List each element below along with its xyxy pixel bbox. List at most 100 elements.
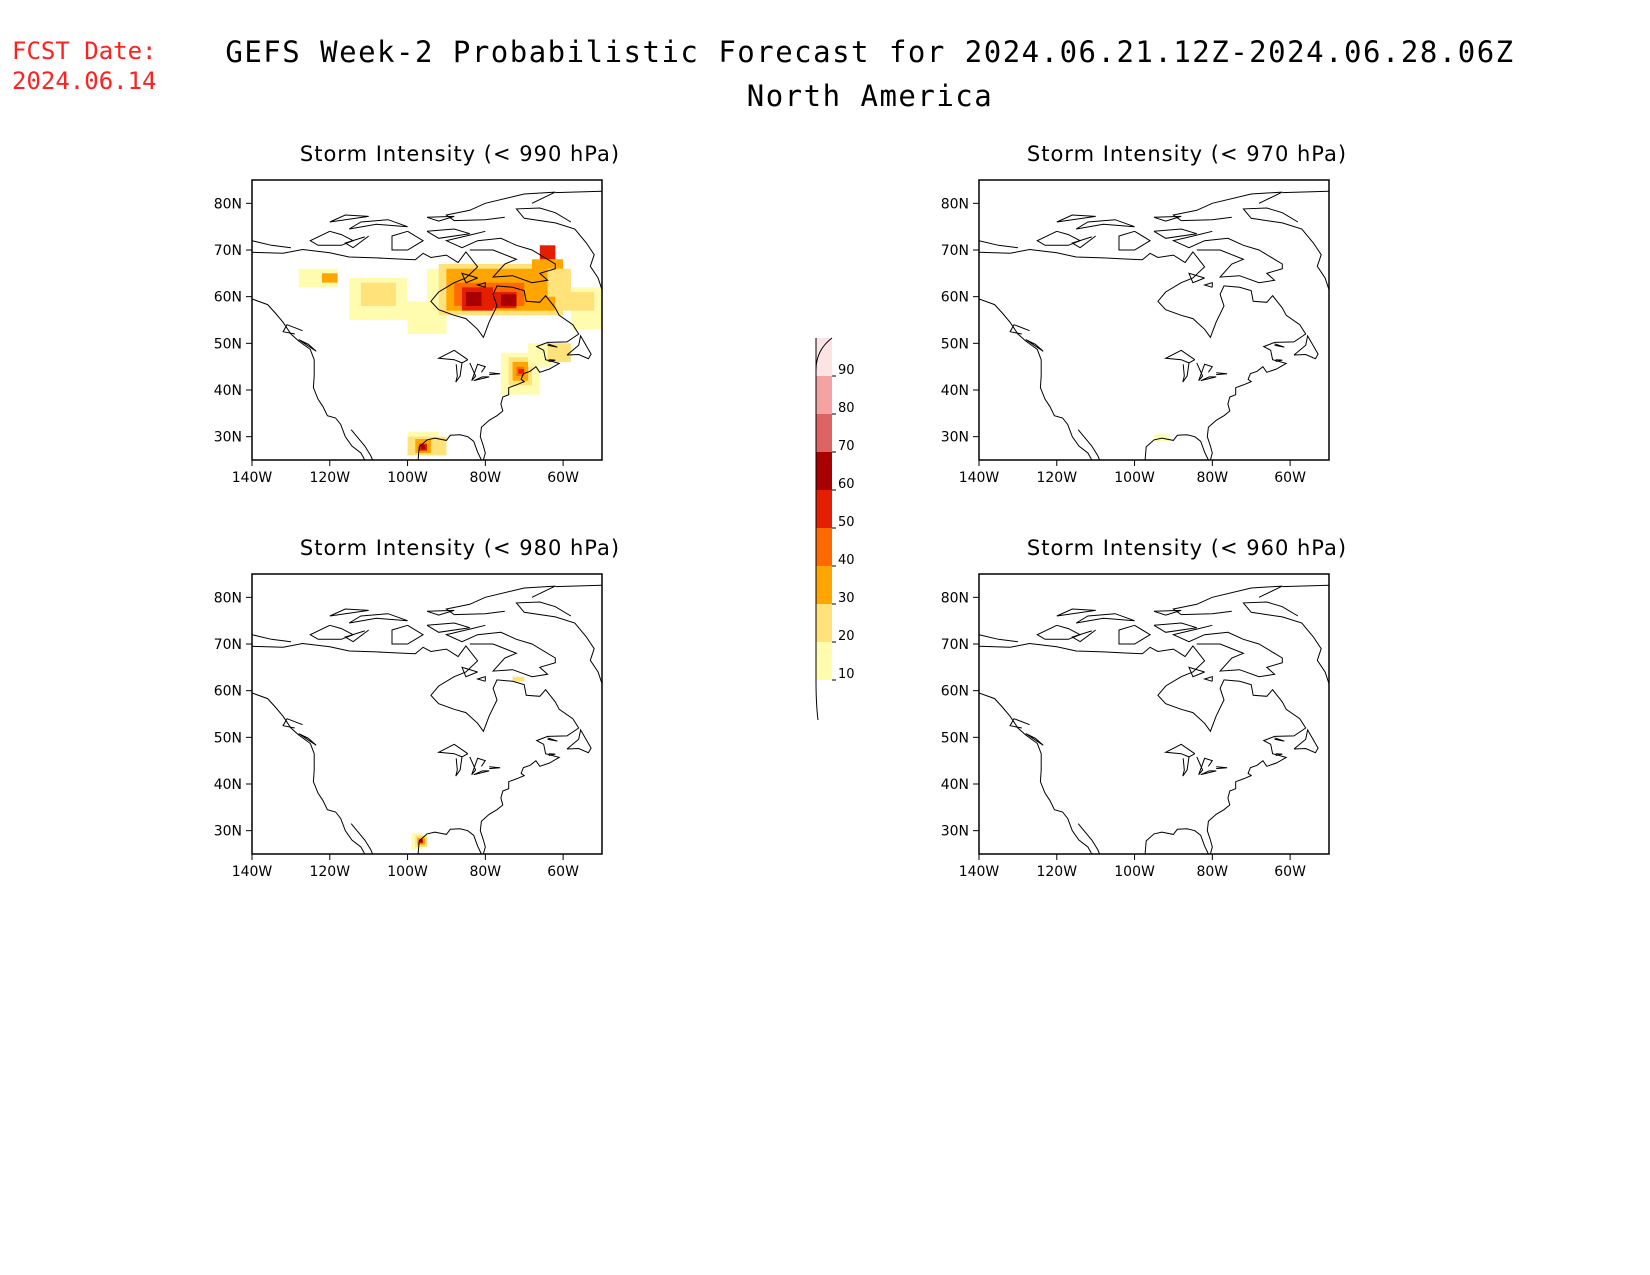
- coastline: [252, 634, 291, 643]
- coastline: [566, 334, 592, 360]
- lat-label: 50N: [214, 336, 242, 352]
- colorbar-swatch: [816, 452, 832, 490]
- coastline: [469, 756, 487, 776]
- lon-label: 140W: [232, 864, 273, 880]
- probability-cell: [420, 840, 423, 843]
- coastline: [1153, 228, 1197, 239]
- coastline: [282, 718, 303, 729]
- coastline: [1056, 214, 1096, 223]
- coastline: [1144, 434, 1209, 460]
- colorbar-bottom-arc: [815, 679, 819, 721]
- lat-label: 80N: [941, 590, 969, 606]
- lon-label: 100W: [1114, 864, 1155, 880]
- colorbar-top-arc: [815, 337, 833, 371]
- coastline: [548, 753, 556, 756]
- coastline: [1188, 272, 1205, 284]
- map-plot: 80N 70N 60N 50N 40N 30N 140W 120W 100W 80W 60W: [941, 179, 1330, 486]
- map-content: [252, 584, 602, 854]
- map-frame: [251, 179, 603, 461]
- lon-label: 100W: [387, 864, 428, 880]
- coastline: [348, 613, 408, 624]
- coastline: [515, 207, 602, 290]
- coastline: [1077, 823, 1101, 854]
- coastline: [252, 248, 580, 460]
- probability-cell: [360, 282, 396, 306]
- colorbar-swatch: [816, 414, 832, 452]
- coastline: [1182, 362, 1190, 383]
- colorbar-label: 40: [838, 553, 855, 568]
- coastline: [1171, 230, 1283, 284]
- colorbar-label: 20: [838, 629, 855, 644]
- lat-label: 40N: [941, 777, 969, 793]
- coastline: [252, 642, 580, 854]
- coastline: [1196, 756, 1214, 776]
- coastline: [1172, 585, 1283, 616]
- lon-label: 120W: [1036, 470, 1077, 486]
- coastline: [1163, 349, 1196, 364]
- map-content: [979, 190, 1329, 460]
- coastline: [1036, 624, 1082, 640]
- lon-label: 120W: [1036, 864, 1077, 880]
- lat-label: 40N: [941, 383, 969, 399]
- probability-cell: [563, 292, 595, 311]
- coastline: [979, 248, 1307, 460]
- coastline: [1077, 429, 1101, 460]
- coastline: [979, 692, 1093, 854]
- coastline: [469, 362, 487, 382]
- coastline: [426, 609, 455, 616]
- coastline: [329, 214, 369, 223]
- coastline: [1172, 191, 1283, 222]
- lat-label: 60N: [941, 684, 969, 700]
- coastline: [391, 230, 425, 251]
- coastline: [1274, 343, 1285, 348]
- coastline: [426, 228, 470, 239]
- coastline: [1293, 334, 1319, 360]
- lat-label: 30N: [941, 824, 969, 840]
- lon-label: 120W: [309, 470, 350, 486]
- coastline: [548, 359, 556, 362]
- coastline: [1196, 362, 1214, 382]
- coastline: [444, 624, 556, 678]
- panel-title: Storm Intensity (< 970 hPa): [1026, 142, 1348, 166]
- coastline: [475, 676, 486, 682]
- coastline: [1153, 609, 1182, 616]
- colorbar-label: 60: [838, 477, 855, 492]
- lat-label: 70N: [214, 637, 242, 653]
- map-plot: 80N 70N 60N 50N 40N 30N 140W 120W 100W 80W 60W: [214, 573, 603, 880]
- coastline: [350, 823, 374, 854]
- lat-label: 50N: [214, 730, 242, 746]
- coastline: [547, 343, 558, 348]
- coastline: [252, 298, 366, 460]
- colorbar-swatch: [816, 566, 832, 604]
- map-panel-980: Storm Intensity (< 980 hPa) 80N 70N 60N 50N…: [190, 536, 750, 916]
- coastline: [979, 634, 1018, 643]
- coastline: [1275, 359, 1283, 362]
- lon-label: 140W: [232, 470, 273, 486]
- colorbar-label: 80: [838, 401, 855, 416]
- coastline: [1153, 622, 1197, 633]
- coastline: [979, 298, 1093, 460]
- probability-cell: [512, 676, 525, 682]
- map-plot: 80N 70N 60N 50N 40N 30N 140W 120W 100W 80W 60W: [941, 573, 1330, 880]
- figure-title-line2: North America: [746, 79, 994, 113]
- lat-label: 80N: [941, 196, 969, 212]
- lon-label: 100W: [387, 470, 428, 486]
- coastline: [1009, 324, 1030, 335]
- lat-label: 60N: [214, 290, 242, 306]
- coastline: [1200, 376, 1217, 382]
- lon-label: 60W: [547, 864, 579, 880]
- coastline: [1144, 828, 1209, 854]
- lat-label: 30N: [941, 430, 969, 446]
- coastline: [350, 429, 374, 460]
- coastline: [417, 828, 482, 854]
- forecast-date-label: FCST Date:: [12, 37, 157, 65]
- coastline: [489, 766, 501, 770]
- lon-label: 140W: [959, 470, 1000, 486]
- coastline: [1216, 766, 1228, 770]
- coastline: [1009, 718, 1030, 729]
- coastline: [566, 728, 592, 754]
- probability-cell: [322, 273, 338, 283]
- lat-label: 40N: [214, 383, 242, 399]
- lon-label: 80W: [1196, 470, 1228, 486]
- coastline: [455, 756, 463, 777]
